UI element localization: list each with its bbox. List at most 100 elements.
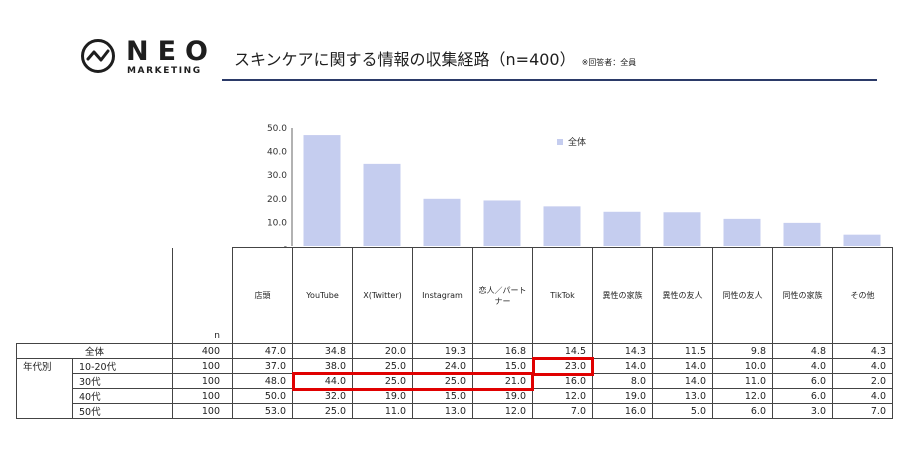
y-tick-label: 10.0 — [267, 218, 287, 228]
logo-subtext: MARKETING — [127, 66, 202, 76]
table-cell: 3.0 — [772, 403, 833, 419]
table-cell: 50.0 — [232, 388, 293, 404]
row-n: 100 — [172, 358, 233, 374]
table-cell: 20.0 — [352, 343, 413, 359]
bar — [303, 135, 341, 246]
table-cell: 2.0 — [832, 373, 893, 389]
table-cell: 19.3 — [412, 343, 473, 359]
bar — [783, 222, 821, 246]
table-cell: 11.0 — [712, 373, 773, 389]
bar — [843, 234, 881, 246]
table-corner — [16, 247, 173, 344]
table-cell: 8.0 — [592, 373, 653, 389]
row-group-label: 年代別 — [16, 358, 73, 419]
logo-wordmark: NEO — [126, 36, 217, 67]
table-cell: 47.0 — [232, 343, 293, 359]
category-header: 同性の友人 — [712, 247, 773, 344]
table-cell: 14.3 — [592, 343, 653, 359]
table-cell: 44.0 — [292, 373, 353, 389]
table-cell: 19.0 — [472, 388, 533, 404]
category-header: X(Twitter) — [352, 247, 413, 344]
bar — [483, 200, 521, 246]
legend-label: 全体 — [568, 136, 586, 148]
title-text: スキンケアに関する情報の収集経路（n=400） — [234, 50, 576, 69]
category-header: その他 — [832, 247, 893, 344]
table-cell: 25.0 — [292, 403, 353, 419]
y-tick-label: 20.0 — [267, 195, 287, 205]
category-header: 恋人／パートナー — [472, 247, 533, 344]
bar — [723, 218, 761, 246]
table-cell: 11.5 — [652, 343, 713, 359]
table-cell: 53.0 — [232, 403, 293, 419]
table-cell: 9.8 — [712, 343, 773, 359]
bar — [663, 212, 701, 246]
table-cell: 32.0 — [292, 388, 353, 404]
row-n: 100 — [172, 373, 233, 389]
bar — [543, 206, 581, 246]
table-cell: 4.0 — [772, 358, 833, 374]
respondent-note: ※回答者：全員 — [581, 58, 637, 67]
bar — [603, 211, 641, 246]
row-label: 40代 — [72, 388, 173, 404]
row-label: 50代 — [72, 403, 173, 419]
table-cell: 23.0 — [532, 358, 593, 374]
table-cell: 4.0 — [832, 388, 893, 404]
table-row: 年代別 10-20代 100 37.0 38.0 25.0 24.0 15.0 23.0 14.0… — [16, 358, 901, 419]
category-header: 店頭 — [232, 247, 293, 344]
table-cell: 14.0 — [652, 358, 713, 374]
n-header: n — [172, 247, 233, 344]
table-cell: 16.0 — [592, 403, 653, 419]
row-label: 30代 — [72, 373, 173, 389]
table-cell: 25.0 — [412, 373, 473, 389]
table-cell: 14.0 — [652, 373, 713, 389]
table-cell: 14.5 — [532, 343, 593, 359]
table-row: 30代 100 48.0 44.0 25.0 25.0 21.0 16.0 8.0 14.0 11.… — [17, 373, 901, 389]
table-cell: 25.0 — [352, 358, 413, 374]
legend-swatch — [557, 139, 563, 145]
category-header: 同性の家族 — [772, 247, 833, 344]
bar — [423, 198, 461, 246]
table-cell: 34.8 — [292, 343, 353, 359]
table-row: 50代 100 53.0 25.0 11.0 13.0 12.0 7.0 16.0 5.0 6.0 3… — [17, 403, 901, 419]
table-cell: 6.0 — [712, 403, 773, 419]
y-tick-label: 30.0 — [267, 171, 287, 181]
table-cell: 10.0 — [712, 358, 773, 374]
bar-series — [303, 135, 881, 246]
page-title: スキンケアに関する情報の収集経路（n=400） ※回答者：全員 — [234, 46, 636, 70]
table-cell: 4.8 — [772, 343, 833, 359]
row-n: 100 — [172, 403, 233, 419]
table-cell: 4.0 — [832, 358, 893, 374]
table-cell: 7.0 — [532, 403, 593, 419]
table-cell: 12.0 — [472, 403, 533, 419]
table-row: 全体 400 47.0 34.8 20.0 19.3 16.8 14.5 14.3 11.5 9.8… — [16, 343, 901, 359]
y-tick-label: 50.0 — [267, 124, 287, 134]
row-n: 100 — [172, 388, 233, 404]
table-cell: 24.0 — [412, 358, 473, 374]
table-cell: 13.0 — [652, 388, 713, 404]
table-cell: 37.0 — [232, 358, 293, 374]
table-cell: 19.0 — [592, 388, 653, 404]
table-header-row: n 店頭 YouTube X(Twitter) Instagram 恋人／パートナー Tik… — [16, 247, 901, 344]
table-cell: 48.0 — [232, 373, 293, 389]
table-cell: 5.0 — [652, 403, 713, 419]
row-label: 10-20代 — [72, 358, 173, 374]
table-cell: 13.0 — [412, 403, 473, 419]
table-cell: 15.0 — [472, 358, 533, 374]
table-cell: 14.0 — [592, 358, 653, 374]
table-cell: 16.8 — [472, 343, 533, 359]
y-tick-label: 40.0 — [267, 148, 287, 158]
table-cell: 12.0 — [532, 388, 593, 404]
row-label: 全体 — [16, 343, 173, 359]
table-cell: 4.3 — [832, 343, 893, 359]
table-cell: 6.0 — [772, 373, 833, 389]
table-row: 40代 100 50.0 32.0 19.0 15.0 19.0 12.0 19.0 13.0 12… — [17, 388, 901, 404]
table-cell: 6.0 — [772, 388, 833, 404]
y-axis: 50.040.030.020.010.0- — [267, 124, 293, 252]
table-cell: 16.0 — [532, 373, 593, 389]
category-header: TikTok — [532, 247, 593, 344]
table-cell: 15.0 — [412, 388, 473, 404]
table-cell: 7.0 — [832, 403, 893, 419]
category-header: 異性の友人 — [652, 247, 713, 344]
table-cell: 38.0 — [292, 358, 353, 374]
